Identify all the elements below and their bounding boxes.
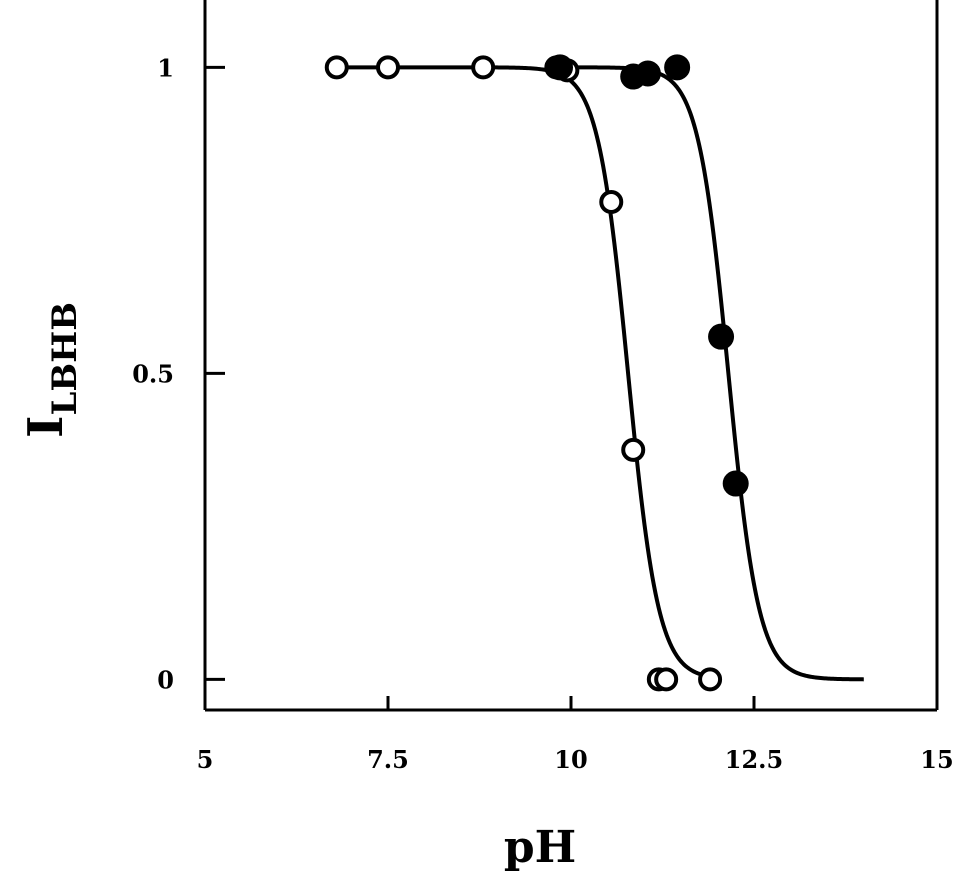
open-circle-point [621,437,646,462]
open-circle-point [324,55,349,80]
data-points [324,54,749,692]
y-axis-title-main: I [18,416,74,438]
x-tick-label: 12.5 [725,745,783,774]
y-tick-label: 1 [157,53,174,82]
filled-circle-point [547,54,574,81]
x-tick-label: 7.5 [367,745,409,774]
open-circle-point [471,55,496,80]
x-tick-label: 15 [920,745,953,774]
y-tick-label: 0.5 [132,359,174,388]
y-axis-title: ILBHB [18,302,85,438]
x-axis-ticks: 5 7.5 10 12.5 15 [197,696,954,774]
svg-text:ILBHB: ILBHB [18,302,85,438]
fit-curve [336,65,718,680]
open-circle-point [599,189,624,214]
open-circle-point [698,667,723,692]
y-axis-ticks: 00.51 [132,53,225,694]
open-circle-point [376,55,400,80]
filled-circle-point [708,323,735,350]
open-circle-point [654,667,679,692]
x-tick-label: 5 [197,745,214,774]
filled-circle-point [722,470,749,497]
filled-circle-point [634,60,661,87]
plot-frame [203,0,939,712]
fit-curve [560,65,864,682]
x-tick-label: 10 [554,745,587,774]
filled-circle-point [664,54,691,81]
y-tick-label: 0 [157,665,174,694]
fit-curves [336,65,864,682]
x-axis-title: pH [504,822,576,871]
y-axis-title-sub: LBHB [45,302,85,416]
